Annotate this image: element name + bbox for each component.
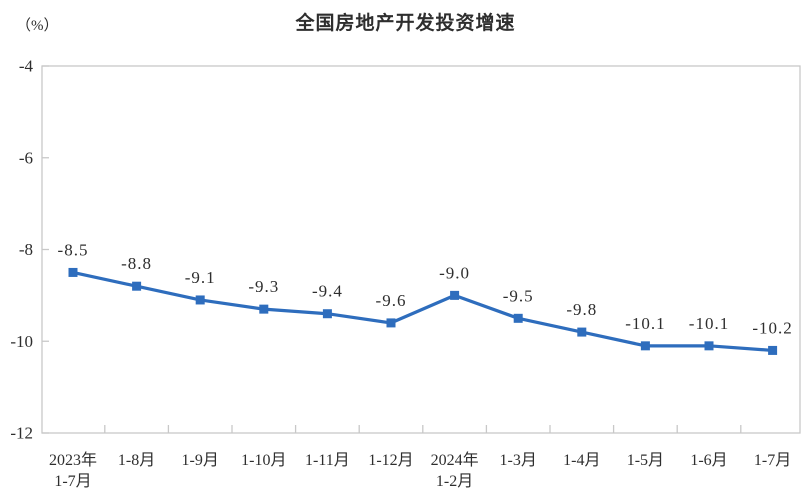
y-tick-label: -4 [19, 57, 34, 76]
data-label: -10.2 [752, 318, 792, 337]
chart-title: 全国房地产开发投资增速 [295, 13, 516, 34]
data-label: -8.8 [121, 254, 152, 273]
data-label: -9.6 [376, 291, 407, 310]
data-label: -9.0 [439, 263, 470, 282]
data-label: -8.5 [58, 240, 89, 259]
x-tick-label: 2024年 [431, 451, 479, 469]
data-label: -9.1 [185, 268, 216, 287]
data-point-marker [386, 318, 396, 328]
data-point-marker [68, 267, 78, 277]
y-tick-label: -12 [10, 424, 33, 443]
data-label: -9.8 [566, 300, 597, 319]
data-point-marker [259, 304, 269, 314]
y-tick-label: -6 [19, 148, 33, 167]
data-label: -10.1 [689, 314, 729, 333]
data-label: -9.4 [312, 282, 343, 301]
y-tick-label: -10 [10, 332, 33, 351]
x-tick-label: 1-3月 [500, 452, 537, 469]
x-tick-label: 1-11月 [305, 452, 350, 469]
data-point-marker [195, 295, 205, 305]
x-tick-label: 1-10月 [241, 452, 286, 469]
x-tick-label: 2023年 [49, 451, 97, 469]
x-tick-label: 1-6月 [690, 452, 727, 469]
x-tick-label: 1-9月 [182, 452, 219, 469]
data-point-marker [132, 281, 142, 291]
x-tick-label: 1-7月 [754, 452, 791, 469]
data-point-marker [577, 327, 587, 337]
data-point-marker [640, 341, 650, 351]
y-tick-label: -8 [19, 240, 33, 259]
data-line [72, 270, 773, 353]
x-tick-label: 1-4月 [563, 452, 600, 469]
data-point-marker [704, 341, 714, 351]
data-point-marker [513, 313, 523, 323]
x-tick-label: 1-2月 [436, 473, 473, 490]
data-label: -10.1 [625, 314, 665, 333]
y-axis-unit-label: （%） [16, 18, 59, 34]
data-label: -9.3 [248, 277, 279, 296]
data-point-marker [768, 345, 778, 355]
x-tick-label: 1-8月 [118, 452, 155, 469]
x-tick-label: 1-5月 [627, 452, 664, 469]
plot-border [41, 65, 801, 434]
data-point-marker [450, 290, 460, 300]
x-tick-label: 1-12月 [368, 452, 413, 469]
x-tick-label: 1-7月 [54, 473, 91, 490]
data-point-marker [322, 309, 332, 319]
data-label: -9.5 [503, 286, 534, 305]
